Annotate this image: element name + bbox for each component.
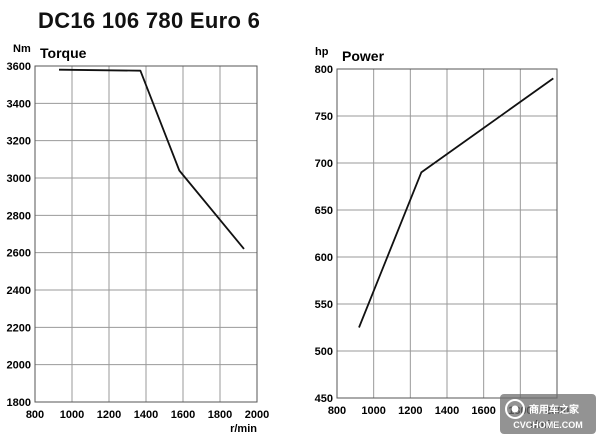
torque-x-tick-label: 2000	[245, 409, 269, 421]
power-y-tick-label: 500	[315, 346, 333, 358]
power-y-tick-label: 800	[315, 64, 333, 76]
torque-x-tick-label: 1000	[60, 409, 84, 421]
power-x-tick-label: 800	[328, 405, 346, 417]
torque-y-tick-label: 3200	[7, 136, 31, 148]
power-y-tick-label: 700	[315, 158, 333, 170]
page-title: DC16 106 780 Euro 6	[38, 8, 261, 33]
power-curve-line	[358, 77, 554, 328]
torque-frame	[34, 65, 258, 403]
torque-x-tick-label: 1800	[208, 409, 232, 421]
torque-chart-title: Torque	[40, 45, 87, 61]
watermark-text: 商用车之家	[529, 403, 580, 416]
power-y-unit-label: hp	[315, 46, 329, 58]
torque-y-tick-label: 2600	[7, 248, 31, 260]
watermark-logo-icon-dot	[511, 405, 519, 413]
power-chart-title: Power	[342, 48, 385, 64]
torque-y-tick-label: 2200	[7, 322, 31, 334]
torque-y-tick-label: 3600	[7, 61, 31, 73]
torque-y-tick-label: 1800	[7, 397, 31, 409]
power-y-tick-label: 550	[315, 299, 333, 311]
torque-x-unit-label: r/min	[230, 423, 257, 435]
torque-y-tick-label: 3000	[7, 173, 31, 185]
power-y-tick-label: 650	[315, 205, 333, 217]
power-x-tick-label: 1400	[435, 405, 459, 417]
torque-y-unit-label: Nm	[13, 43, 31, 55]
torque-x-tick-label: 800	[26, 409, 44, 421]
power-x-tick-label: 1000	[361, 405, 385, 417]
power-x-tick-label: 1600	[471, 405, 495, 417]
torque-y-tick-label: 2000	[7, 360, 31, 372]
torque-curve-line	[58, 68, 245, 250]
watermark: 商用车之家 CVCHOME.COM	[500, 394, 596, 434]
power-chart: 450 500 550 600 650 700 750 800 800 1000 1200 1400 1…	[315, 46, 570, 431]
torque-y-tick-label: 2800	[7, 210, 31, 222]
torque-x-tick-label: 1400	[134, 409, 158, 421]
torque-chart: 1800 2000 2200 2400 2600 2800 3000 3200 3400 3600…	[7, 43, 270, 435]
torque-y-tick-label: 3400	[7, 98, 31, 110]
power-y-tick-label: 750	[315, 111, 333, 123]
power-y-tick-label: 600	[315, 252, 333, 264]
watermark-subtext: CVCHOME.COM	[513, 420, 583, 430]
power-frame	[336, 68, 558, 399]
power-y-tick-label: 450	[315, 393, 333, 405]
power-x-tick-label: 1200	[398, 405, 422, 417]
torque-x-tick-label: 1200	[97, 409, 121, 421]
torque-x-tick-label: 1600	[171, 409, 195, 421]
watermark-badge	[500, 394, 596, 434]
torque-y-tick-label: 2400	[7, 285, 31, 297]
watermark-logo-icon	[505, 399, 525, 419]
